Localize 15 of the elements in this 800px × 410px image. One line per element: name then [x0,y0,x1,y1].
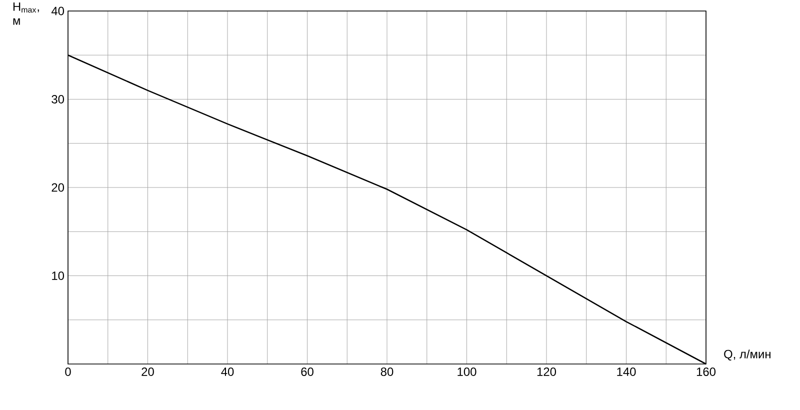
x-tick-label: 80 [380,368,394,376]
x-axis-title: Q, л/мин [724,350,770,360]
x-tick-label: 160 [696,368,716,376]
x-tick-label: 140 [617,368,636,376]
x-tick-label: 20 [142,368,154,376]
x-tick-label: 40 [221,368,234,376]
y-tick-label: 40 [51,6,64,16]
y-tick-label: 20 [52,183,64,192]
y-tick-label: 10 [52,272,64,280]
y-tick-label: 30 [52,95,64,104]
text: H$_{max}$, м [13,2,39,25]
x-tick-label: 60 [301,368,314,376]
x-tick-label: 0 [65,368,71,376]
x-tick-label: 100 [458,368,476,376]
x-tick-label: 120 [537,368,556,376]
